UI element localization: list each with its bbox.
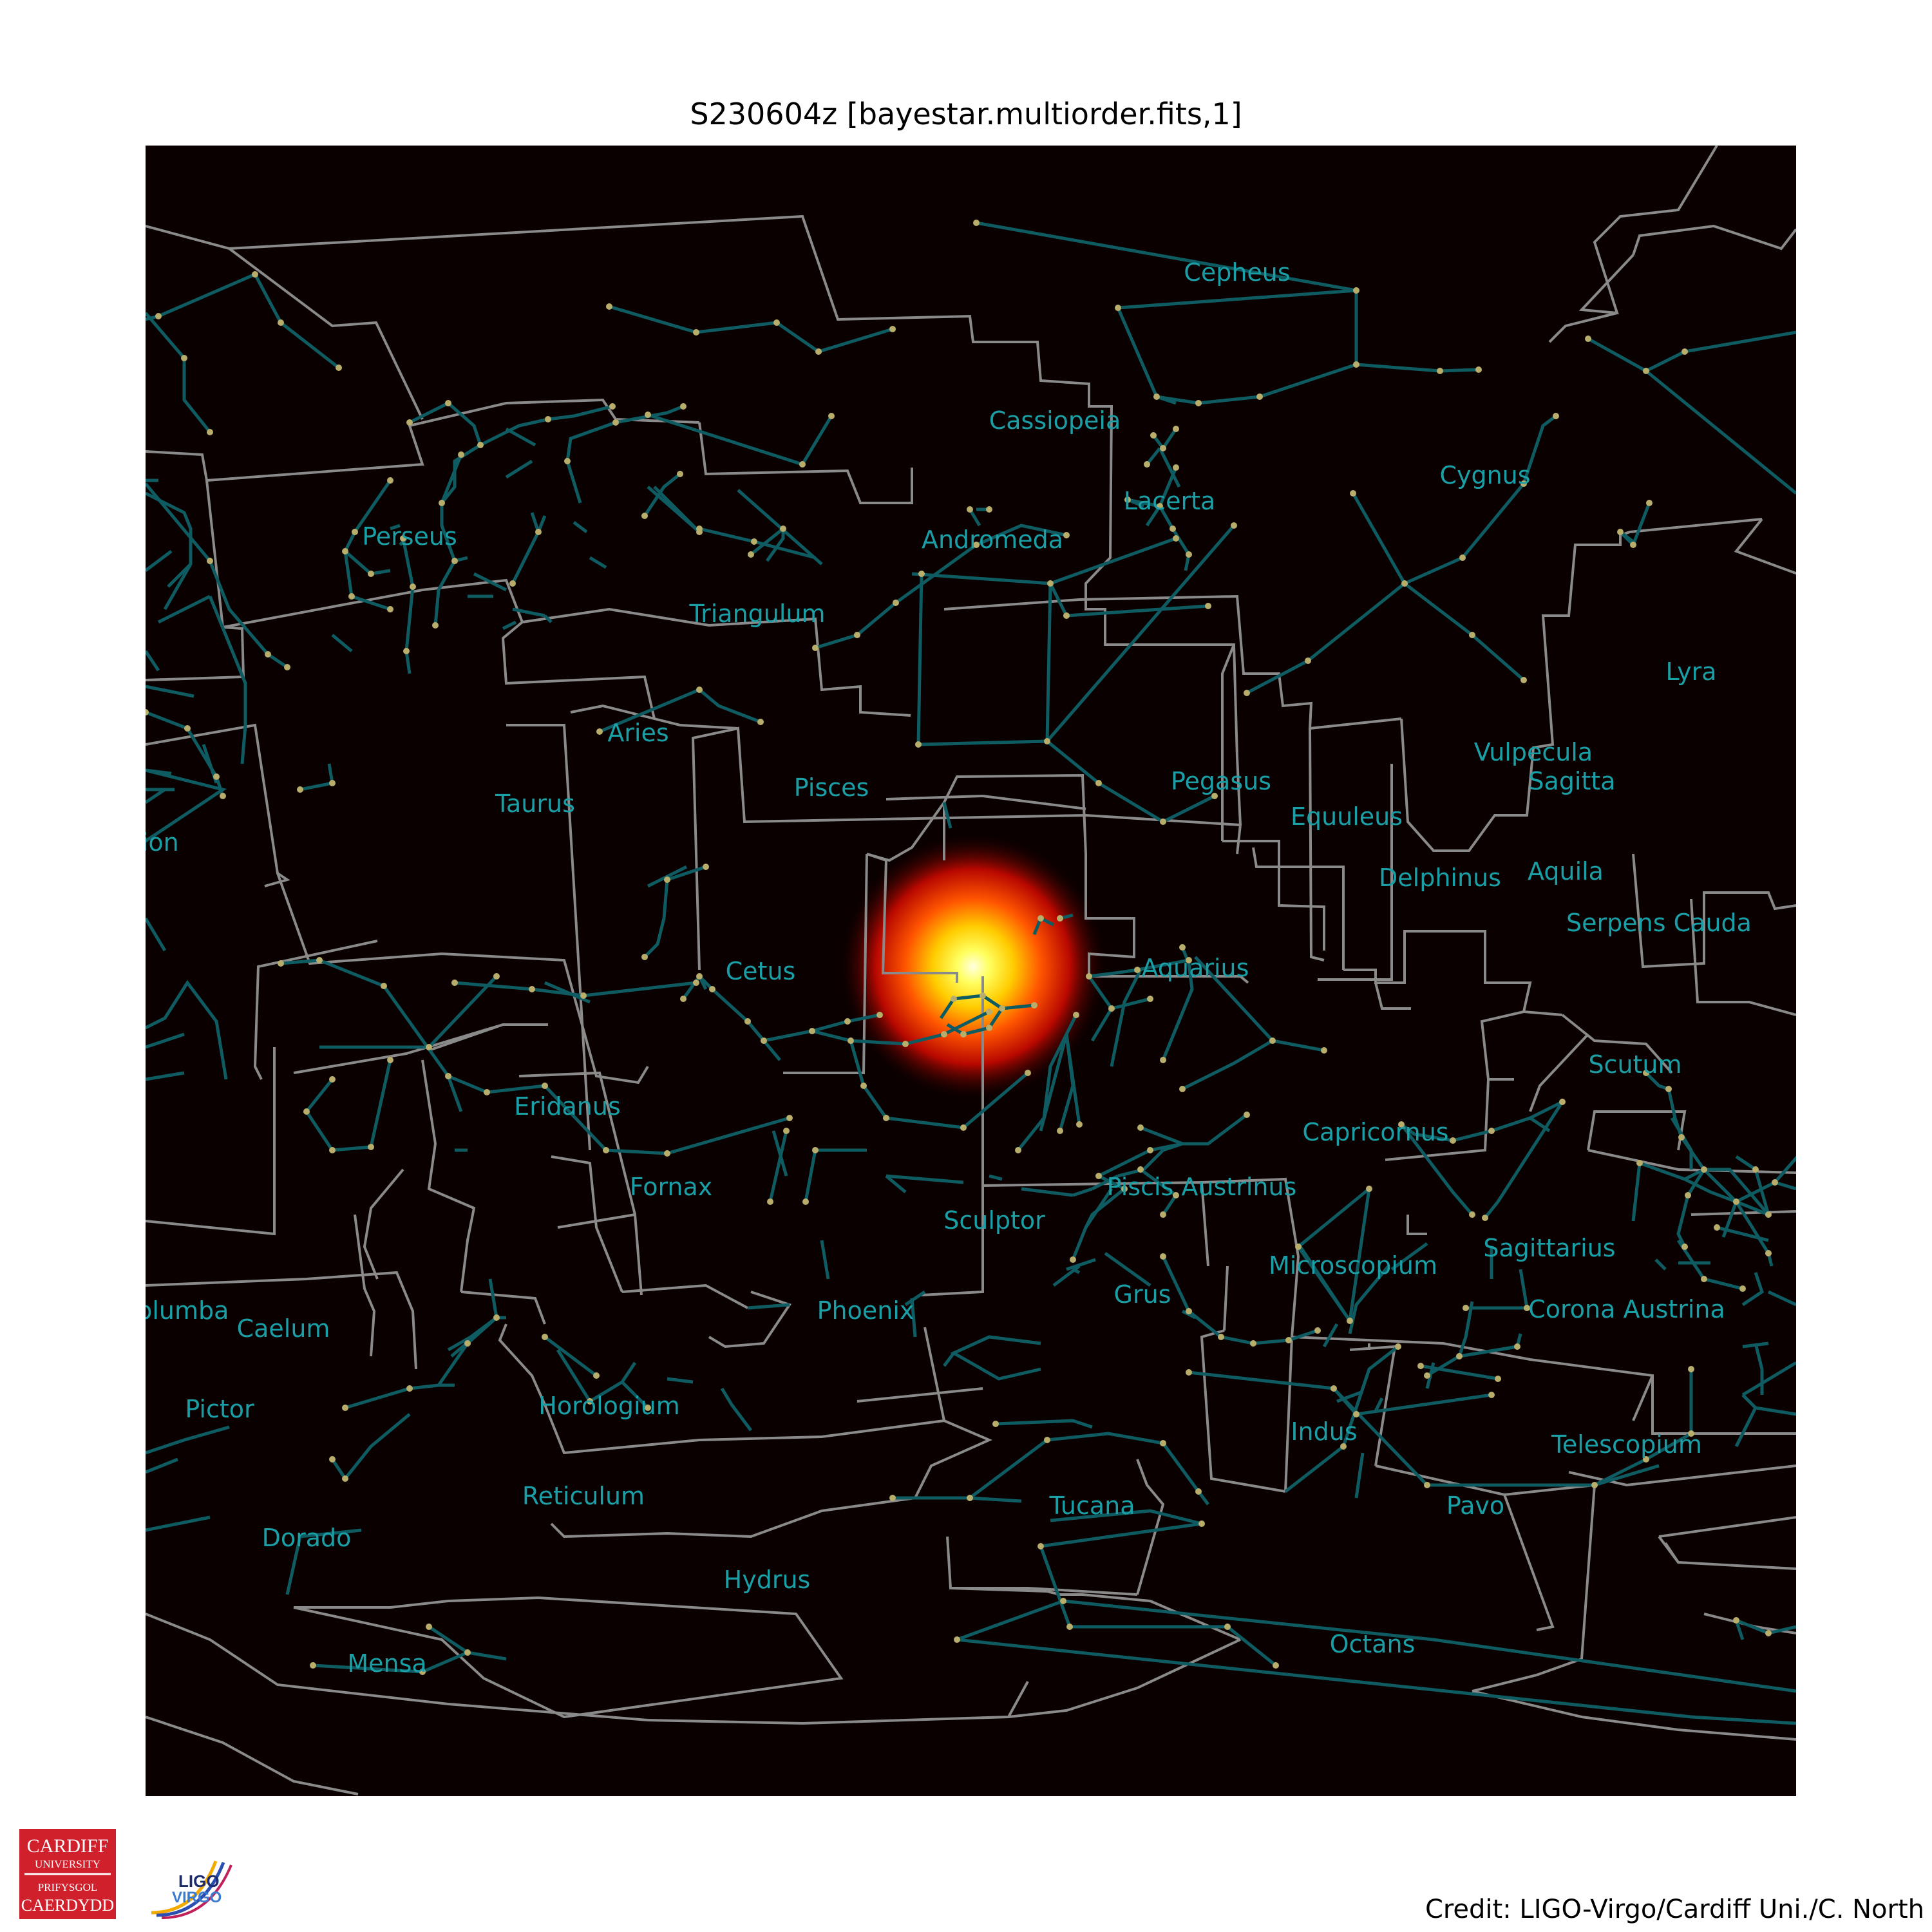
constellation-label: Andromeda [922,526,1063,554]
constellation-label: Scutum [1588,1050,1681,1079]
constellation-label: Taurus [495,790,575,818]
constellation-label: Columba [146,1296,229,1325]
constellation-label: Cetus [726,957,796,985]
cardiff-logo-word-3: PRIFYSGOL [38,1881,98,1893]
sky-map[interactable]: Cepheus Cassiopeia Lacerta Cygnus Androm… [146,146,1796,1796]
constellation-label: Tucana [1048,1492,1135,1520]
cardiff-logo-word-1: CARDIFF [27,1835,109,1857]
constellation-label: Equuleus [1291,802,1403,831]
constellation-label: Corona Austrina [1528,1295,1725,1323]
constellation-label: Pictor [185,1395,254,1423]
plot-title: S230604z [bayestar.multiorder.fits,1] [690,97,1242,131]
constellation-label: Hydrus [724,1566,811,1594]
constellation-label: Dorado [262,1524,352,1552]
constellation-label: Orion [146,828,179,857]
constellation-label: Pegasus [1171,767,1271,795]
constellation-label: Lacerta [1124,487,1216,515]
constellation-label: Cepheus [1184,258,1290,287]
constellation-label: Lyra [1665,658,1716,686]
credit-text: Credit: LIGO-Virgo/Cardiff Uni./C. North [1425,1895,1924,1924]
constellation-label: Vulpecula [1474,738,1593,766]
constellation-label: Sculptor [943,1206,1045,1235]
constellation-boundaries [146,146,1796,1795]
constellation-label: Serpens Cauda [1566,909,1752,937]
constellation-label: Capricornus [1302,1118,1448,1146]
virgo-logo-word: VIRGO [172,1889,222,1906]
probability-hotspot [838,831,1108,1102]
constellation-label: Piscis Austrinus [1107,1173,1297,1201]
ligo-logo-word: LIGO [178,1871,220,1891]
constellation-label: Perseus [362,522,457,551]
cardiff-university-logo: CARDIFF UNIVERSITY PRIFYSGOL CAERDYDD [19,1829,116,1919]
constellation-label: Aquarius [1142,954,1249,982]
constellation-label: Cassiopeia [989,406,1121,435]
constellation-labels: Cepheus Cassiopeia Lacerta Cygnus Androm… [146,258,1752,1678]
constellation-label: Caelum [237,1314,330,1343]
constellation-label: Microscopium [1269,1251,1437,1280]
constellation-label: Cygnus [1439,461,1530,489]
constellation-label: Octans [1330,1630,1416,1658]
constellation-label: Triangulum [688,600,825,628]
cardiff-logo-svg: CARDIFF UNIVERSITY PRIFYSGOL CAERDYDD [19,1829,116,1919]
constellation-label: Sagitta [1528,767,1615,795]
constellation-label: Telescopium [1551,1430,1702,1459]
constellation-label: Delphinus [1379,864,1501,892]
constellation-label: Pavo [1446,1492,1504,1520]
constellation-label: Fornax [630,1173,713,1201]
ligo-virgo-logo: LIGO VIRGO [138,1848,235,1919]
constellation-label: Phoenix [817,1296,914,1325]
cardiff-logo-word-4: CAERDYDD [21,1896,114,1915]
constellation-label: Mensa [347,1649,426,1678]
constellation-label: Reticulum [522,1482,645,1510]
constellation-label: Sagittarius [1483,1234,1615,1262]
constellation-label: Aquila [1528,857,1604,886]
constellation-label: Eridanus [514,1092,621,1121]
cardiff-logo-word-2: UNIVERSITY [35,1858,100,1870]
ligo-virgo-logo-svg: LIGO VIRGO [151,1861,232,1919]
stars [146,220,1778,1675]
constellation-label: Indus [1291,1417,1357,1446]
sky-map-svg: Cepheus Cassiopeia Lacerta Cygnus Androm… [146,146,1796,1796]
constellation-label: Pisces [794,773,869,802]
constellation-label: Grus [1114,1280,1171,1309]
constellation-label: Horologium [538,1392,679,1420]
constellation-label: Aries [607,719,668,747]
